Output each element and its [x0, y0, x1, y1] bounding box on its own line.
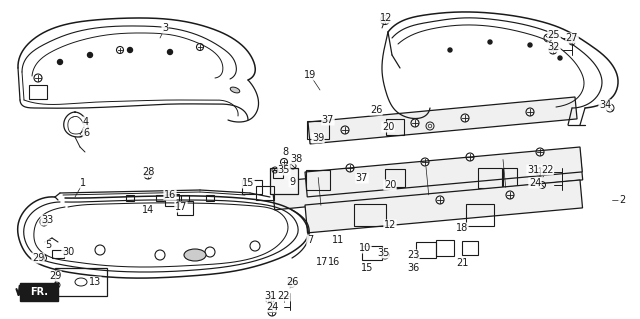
Text: 38: 38 — [290, 154, 302, 164]
Text: 15: 15 — [242, 178, 254, 188]
Bar — [354, 204, 386, 226]
Circle shape — [558, 56, 562, 60]
Text: 31: 31 — [264, 291, 276, 301]
Bar — [242, 180, 262, 194]
Text: 3: 3 — [162, 23, 168, 33]
Text: 29: 29 — [32, 253, 44, 263]
Bar — [307, 121, 329, 139]
Text: 7: 7 — [307, 235, 313, 245]
Polygon shape — [272, 152, 582, 210]
Bar — [55, 268, 107, 296]
Bar — [386, 119, 404, 135]
Text: 8: 8 — [282, 147, 288, 157]
Text: 26: 26 — [370, 105, 382, 115]
Text: 20: 20 — [384, 180, 396, 190]
Circle shape — [168, 49, 173, 55]
Polygon shape — [305, 147, 582, 197]
Text: 12: 12 — [380, 13, 392, 23]
Text: 16: 16 — [328, 257, 340, 267]
Text: 25: 25 — [548, 30, 560, 40]
Circle shape — [88, 53, 93, 57]
Bar — [478, 168, 502, 188]
Bar — [256, 186, 274, 200]
Text: 6: 6 — [83, 128, 89, 138]
Text: 35: 35 — [377, 248, 389, 258]
Text: 9: 9 — [289, 177, 295, 187]
Text: 13: 13 — [89, 277, 101, 287]
Bar — [126, 195, 134, 201]
Bar — [462, 241, 478, 255]
Text: 12: 12 — [384, 220, 396, 230]
Bar — [177, 201, 193, 215]
Text: 37: 37 — [322, 115, 334, 125]
Ellipse shape — [184, 249, 206, 261]
Text: 1: 1 — [80, 178, 86, 188]
Bar — [206, 195, 214, 201]
Text: 14: 14 — [142, 205, 154, 215]
Text: 17: 17 — [175, 202, 187, 212]
Text: 19: 19 — [304, 70, 316, 80]
Circle shape — [127, 48, 132, 53]
Text: 11: 11 — [332, 235, 344, 245]
Text: 33: 33 — [41, 215, 53, 225]
Text: 20: 20 — [382, 122, 394, 132]
Circle shape — [58, 60, 63, 64]
Text: 18: 18 — [456, 223, 468, 233]
Text: 39: 39 — [312, 133, 324, 143]
Text: 27: 27 — [566, 33, 579, 43]
Text: 5: 5 — [45, 240, 51, 250]
Text: 32: 32 — [548, 42, 560, 52]
Text: 34: 34 — [599, 100, 611, 110]
Polygon shape — [305, 180, 582, 233]
Text: 22: 22 — [278, 291, 291, 301]
Text: 37: 37 — [356, 173, 368, 183]
Bar — [385, 169, 405, 187]
Circle shape — [448, 48, 452, 52]
Text: 22: 22 — [541, 165, 553, 175]
Bar — [52, 250, 64, 258]
Text: 31: 31 — [527, 165, 539, 175]
Text: 36: 36 — [407, 263, 419, 273]
Bar — [156, 195, 164, 201]
Text: FR.: FR. — [30, 287, 48, 297]
Bar — [270, 168, 298, 194]
Text: 28: 28 — [142, 167, 154, 177]
Text: 17: 17 — [316, 257, 328, 267]
Bar — [165, 194, 179, 206]
Text: 35: 35 — [278, 165, 290, 175]
Text: 29: 29 — [49, 271, 61, 281]
Text: 21: 21 — [456, 258, 468, 268]
Polygon shape — [308, 97, 577, 144]
Text: 4: 4 — [83, 117, 89, 127]
Text: 16: 16 — [164, 190, 176, 200]
Text: 30: 30 — [62, 247, 74, 257]
Bar — [436, 240, 454, 256]
Bar — [20, 283, 58, 301]
Text: 26: 26 — [286, 277, 298, 287]
Text: 10: 10 — [359, 243, 371, 253]
Text: 15: 15 — [361, 263, 373, 273]
Bar — [503, 168, 517, 188]
Bar — [416, 242, 436, 258]
Text: 24: 24 — [266, 302, 278, 312]
Circle shape — [488, 40, 492, 44]
Text: 24: 24 — [529, 178, 541, 188]
Circle shape — [528, 43, 532, 47]
Bar — [466, 204, 494, 226]
Bar — [362, 246, 382, 260]
Text: 2: 2 — [619, 195, 625, 205]
Bar — [181, 195, 189, 201]
Bar — [306, 170, 330, 190]
Bar — [273, 170, 283, 178]
Bar — [29, 85, 47, 99]
Text: 23: 23 — [407, 250, 419, 260]
Ellipse shape — [230, 87, 240, 93]
